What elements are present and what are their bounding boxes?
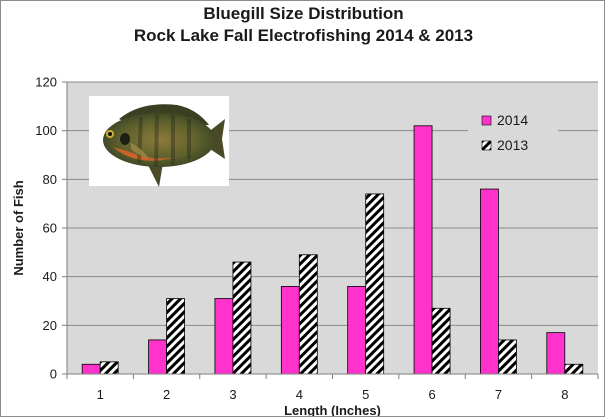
bar-2014-2: [149, 340, 167, 374]
x-tick-label: 8: [561, 387, 568, 402]
bluegill-fish-photo: [89, 96, 229, 187]
bar-2014-7: [480, 189, 498, 374]
x-tick-label: 2: [163, 387, 170, 402]
y-tick-label: 80: [43, 172, 57, 187]
x-tick-label: 4: [296, 387, 303, 402]
bar-2013-4: [299, 255, 317, 374]
legend: 2014 2013: [468, 107, 558, 163]
bar-2014-4: [281, 286, 299, 374]
x-tick-labels: 1 2 3 4 5 6 7 8: [97, 387, 569, 402]
y-tick-label: 120: [35, 75, 57, 90]
bar-2013-2: [167, 299, 185, 374]
y-tick-labels: 0 20 40 60 80 100 120: [35, 75, 57, 382]
x-tick-label: 5: [362, 387, 369, 402]
y-tick-label: 100: [35, 123, 57, 138]
y-tick-label: 0: [50, 367, 57, 382]
y-tick-label: 20: [43, 318, 57, 333]
bar-2014-8: [547, 333, 565, 374]
x-tick-label: 3: [229, 387, 236, 402]
bar-2013-8: [565, 364, 583, 374]
bar-2013-5: [366, 194, 384, 374]
bar-2013-6: [432, 308, 450, 374]
legend-swatch-2013: [482, 141, 491, 150]
bar-2014-3: [215, 299, 233, 374]
bar-2013-7: [498, 340, 516, 374]
y-tick-label: 40: [43, 269, 57, 284]
bar-2013-3: [233, 262, 251, 374]
legend-label-2013: 2013: [497, 137, 528, 153]
legend-swatch-2014: [482, 116, 491, 125]
legend-label-2014: 2014: [497, 112, 528, 128]
x-tick-label: 1: [97, 387, 104, 402]
x-tick-label: 7: [495, 387, 502, 402]
y-tick-label: 60: [43, 221, 57, 236]
bar-2014-1: [82, 364, 100, 374]
y-axis-title: Number of Fish: [11, 180, 26, 275]
bar-2014-5: [348, 286, 366, 374]
bar-2013-1: [100, 362, 118, 374]
x-tick-label: 6: [428, 387, 435, 402]
x-axis-title: Length (Inches): [284, 403, 381, 417]
bar-2014-6: [414, 126, 432, 374]
